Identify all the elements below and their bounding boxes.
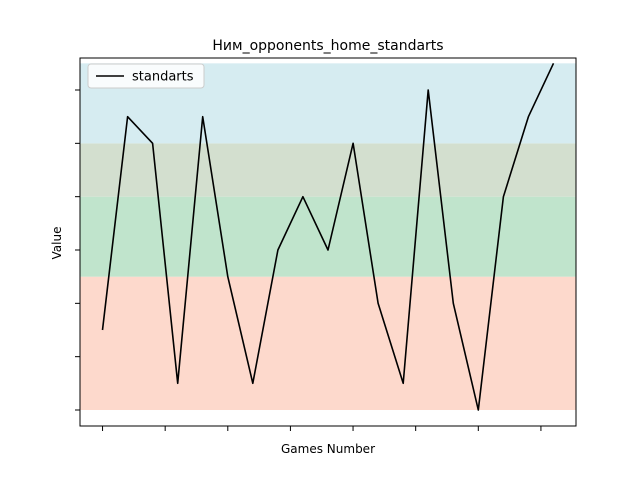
legend: standarts [88, 64, 204, 88]
y-axis-label: Value [50, 227, 64, 260]
chart-title: Ним_opponents_home_standarts [212, 38, 443, 54]
x-axis-label: Games Number [281, 442, 375, 456]
legend-label: standarts [132, 70, 194, 85]
background-band [80, 143, 576, 196]
background-band [80, 277, 576, 410]
background-bands [80, 63, 576, 410]
